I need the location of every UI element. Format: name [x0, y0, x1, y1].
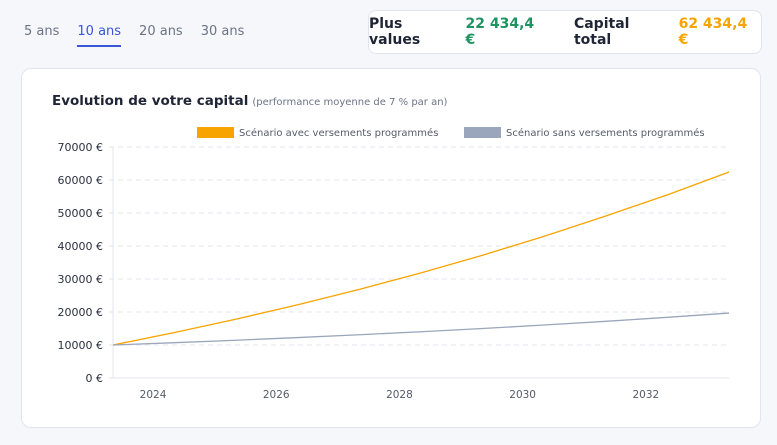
y-tick-label: 30000 €	[58, 273, 104, 286]
tab-5-ans[interactable]: 5 ans	[24, 24, 60, 39]
x-tick-label: 2032	[632, 389, 659, 401]
chart-card: Evolution de votre capital (performance m…	[21, 68, 761, 428]
chart-subtitle: (performance moyenne de 7 % par an)	[252, 97, 448, 108]
tab-10-ans[interactable]: 10 ans	[77, 22, 122, 47]
y-tick-label: 50000 €	[58, 207, 104, 220]
y-tick-label: 20000 €	[58, 306, 104, 319]
summary-box: Plus values 22 434,4 € Capital total 62 …	[368, 10, 762, 54]
x-tick-label: 2026	[263, 389, 290, 401]
gains-label: Plus values	[369, 16, 421, 48]
total-value: 62 434,4 €	[678, 16, 748, 48]
tab-20-ans[interactable]: 20 ans	[139, 24, 183, 39]
x-tick-label: 2024	[140, 389, 167, 401]
legend-label: Scénario avec versements programmés	[239, 127, 438, 139]
tab-30-ans[interactable]: 30 ans	[200, 24, 245, 39]
x-tick-label: 2028	[386, 389, 413, 401]
y-tick-label: 10000 €	[58, 339, 104, 352]
x-tick-label: 2030	[509, 389, 536, 401]
series-line-sans	[112, 312, 730, 346]
y-tick-label: 70000 €	[58, 141, 104, 154]
legend-label: Scénario sans versements programmés	[506, 127, 705, 139]
chart-title: Evolution de votre capital (performance m…	[52, 93, 447, 109]
chart-title-text: Evolution de votre capital	[52, 93, 249, 109]
period-tabs: 5 ans 10 ans 20 ans 30 ans	[24, 22, 262, 47]
y-tick-label: 40000 €	[58, 240, 104, 253]
gains-value: 22 434,4 €	[465, 16, 535, 48]
legend-swatch	[197, 127, 234, 138]
series-line-avec	[112, 171, 730, 346]
legend-swatch	[464, 127, 501, 138]
total-label: Capital total	[573, 16, 630, 48]
y-tick-label: 60000 €	[58, 174, 104, 187]
y-tick-label: 0 €	[86, 372, 104, 385]
